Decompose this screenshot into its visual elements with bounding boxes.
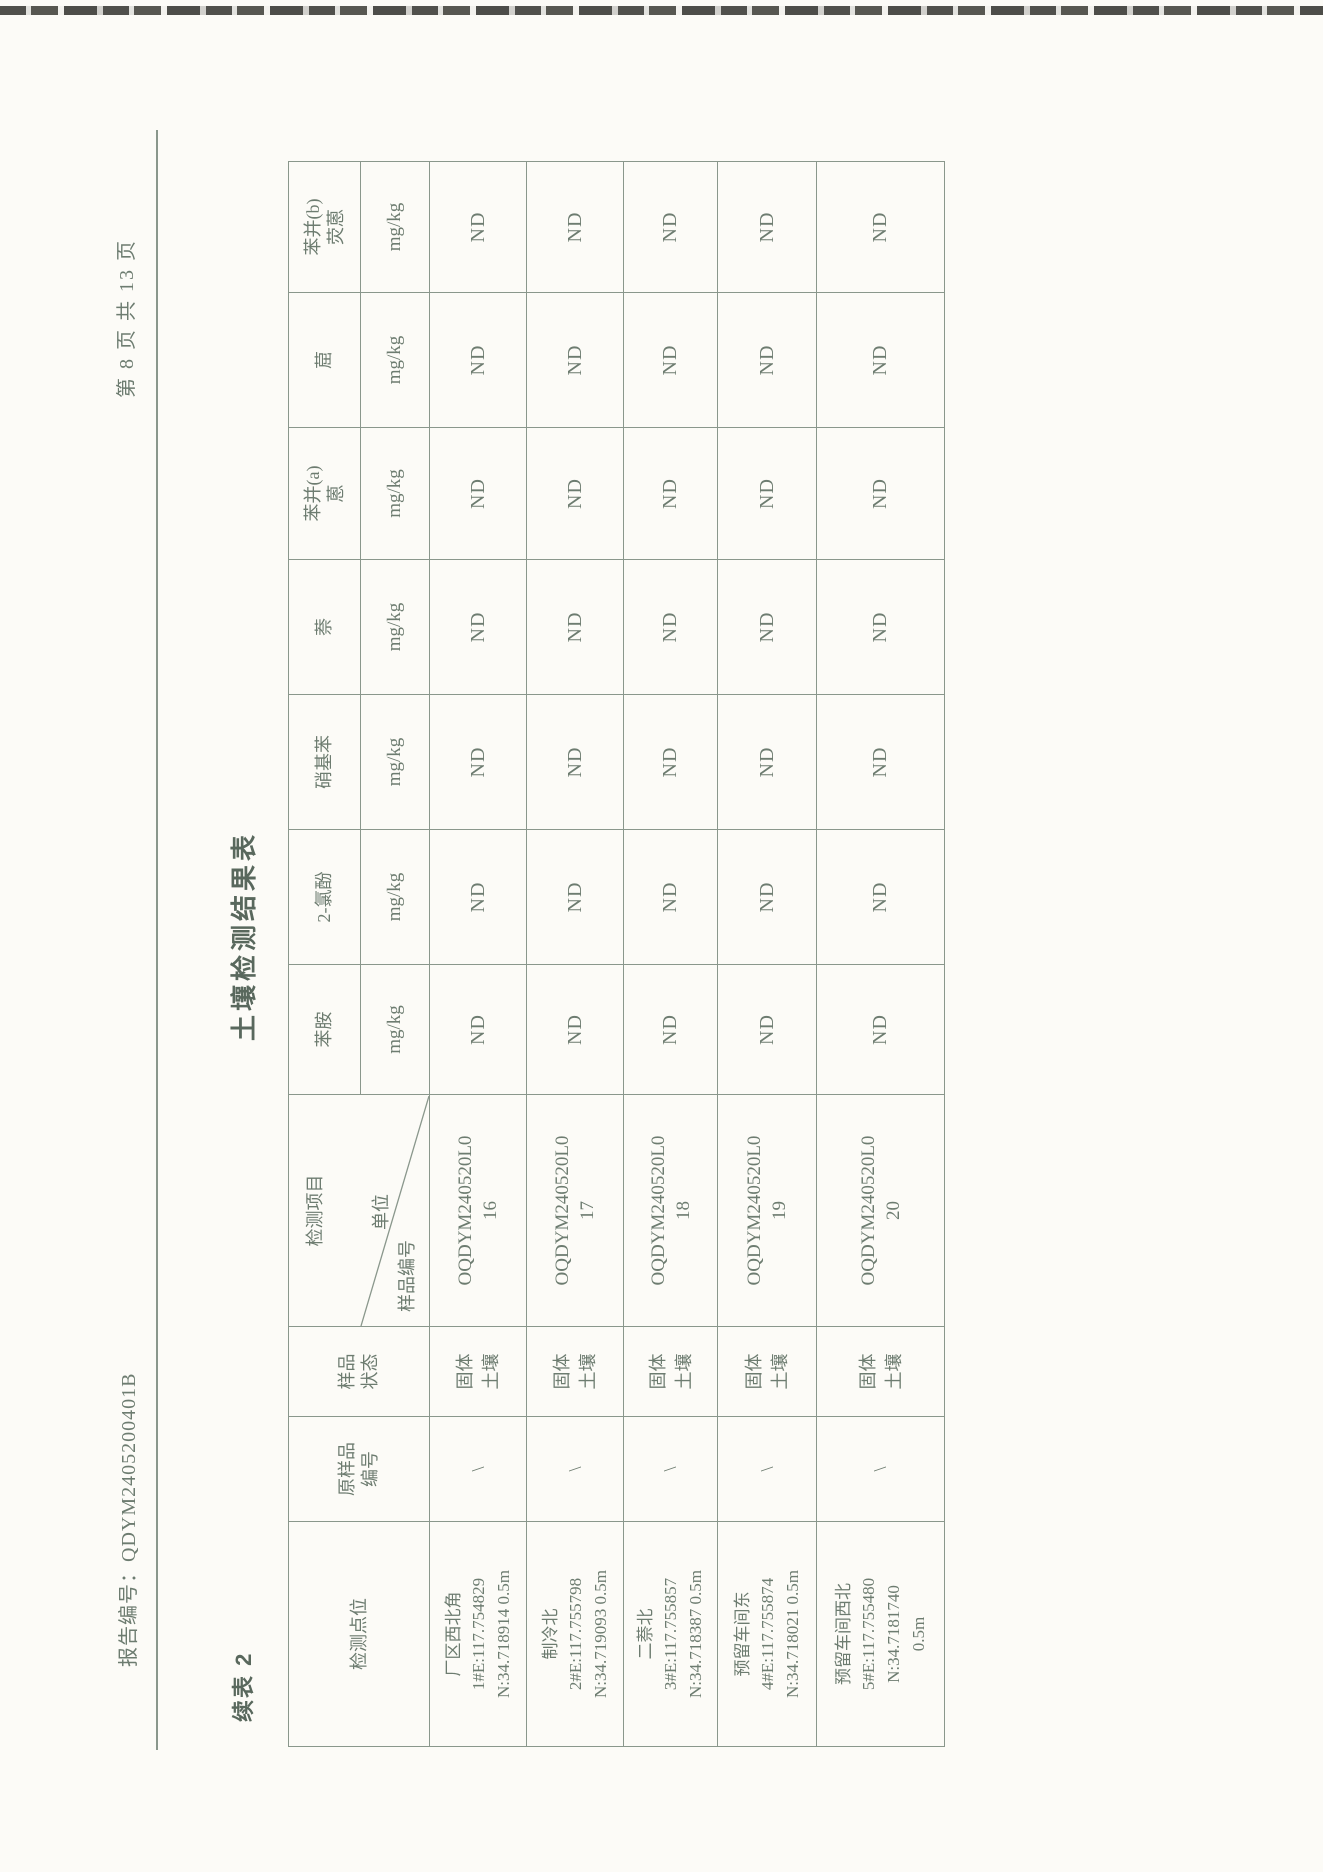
unit-cell: mg/kg — [360, 964, 430, 1095]
report-number: 报告编号：QDYM2405200401B — [118, 1372, 140, 1667]
result-cell: ND — [526, 694, 624, 830]
result-cell: ND — [717, 427, 817, 560]
result-cell: ND — [429, 694, 527, 830]
cell-state: 固体 土壤 — [717, 1326, 817, 1417]
cell-state: 固体 土壤 — [526, 1326, 624, 1417]
cell-location: 厂区西北角 1#E:117.754829 N:34.718914 0.5m — [429, 1521, 527, 1747]
unit-cell: mg/kg — [360, 161, 430, 293]
analyte-header-benzo-b-fluoranthene: 苯并(b) 荧蒽 — [288, 161, 361, 293]
result-cell: ND — [526, 427, 624, 560]
col-header-original-no: 原样品 编号 — [288, 1416, 430, 1522]
result-cell: ND — [717, 964, 817, 1095]
cell-state: 固体 土壤 — [623, 1326, 718, 1417]
result-cell: ND — [623, 161, 718, 293]
cell-original-no: \ — [429, 1416, 527, 1522]
unit-cell: mg/kg — [360, 694, 430, 830]
result-cell: ND — [526, 829, 624, 965]
cell-sample-id: OQDYM240520L0 16 — [429, 1094, 527, 1327]
cell-sample-id: OQDYM240520L0 20 — [816, 1094, 945, 1327]
cell-sample-id: OQDYM240520L0 17 — [526, 1094, 624, 1327]
result-cell: ND — [816, 964, 945, 1095]
table-row: 检测点位 原样品 编号 样品 状态 检测项目 单位 样品编号 — [288, 161, 430, 1747]
result-cell: ND — [623, 427, 718, 560]
result-cell: ND — [623, 292, 718, 428]
unit-cell: mg/kg — [360, 292, 430, 428]
sample-row-20: 预留车间西北 5#E:117.755480 N:34.7181740 0.5m … — [816, 161, 945, 1747]
soil-results-table: 检测点位 原样品 编号 样品 状态 检测项目 单位 样品编号 — [288, 161, 945, 1747]
result-cell: ND — [623, 559, 718, 695]
col-header-state: 样品 状态 — [288, 1326, 430, 1417]
result-cell: ND — [816, 427, 945, 560]
result-cell: ND — [717, 559, 817, 695]
cell-original-no: \ — [816, 1416, 945, 1522]
cell-state: 固体 土壤 — [429, 1326, 527, 1417]
result-cell: ND — [816, 161, 945, 293]
corner-sample-no-label: 样品编号 — [397, 1240, 417, 1312]
result-cell: ND — [623, 694, 718, 830]
result-cell: ND — [429, 559, 527, 695]
analyte-header-naphthalene: 萘 — [288, 559, 361, 695]
result-cell: ND — [623, 829, 718, 965]
result-cell: ND — [429, 829, 527, 965]
sample-row-16: 厂区西北角 1#E:117.754829 N:34.718914 0.5m \ … — [429, 161, 527, 1747]
diagonal-corner-cell: 检测项目 单位 样品编号 — [288, 1094, 430, 1327]
result-cell: ND — [816, 694, 945, 830]
result-cell: ND — [623, 964, 718, 1095]
scanner-noise-band — [0, 6, 1323, 15]
diagonal-line — [360, 1096, 430, 1326]
result-cell: ND — [816, 292, 945, 428]
sample-row-19: 预留车间东 4#E:117.755874 N:34.718021 0.5m \ … — [717, 161, 817, 1747]
sample-row-17: 制冷北 2#E:117.755798 N:34.719093 0.5m \ 固体… — [526, 161, 624, 1747]
col-header-location: 检测点位 — [288, 1521, 430, 1747]
cell-sample-id: OQDYM240520L0 18 — [623, 1094, 718, 1327]
analyte-header-benzo-a-anthracene: 苯并(a) 蒽 — [288, 427, 361, 560]
cell-sample-id: OQDYM240520L0 19 — [717, 1094, 817, 1327]
result-cell: ND — [717, 829, 817, 965]
cell-original-no: \ — [717, 1416, 817, 1522]
result-cell: ND — [717, 292, 817, 428]
unit-cell: mg/kg — [360, 559, 430, 695]
cell-location: 预留车间西北 5#E:117.755480 N:34.7181740 0.5m — [816, 1521, 945, 1747]
analyte-header-aniline: 苯胺 — [288, 964, 361, 1095]
result-cell: ND — [526, 559, 624, 695]
result-cell: ND — [816, 559, 945, 695]
page-number: 第 8 页 共 13 页 — [116, 239, 138, 398]
unit-cell: mg/kg — [360, 427, 430, 560]
cell-original-no: \ — [526, 1416, 624, 1522]
corner-unit-label: 单位 — [371, 1194, 391, 1230]
analyte-header-2-chlorophenol: 2-氯酚 — [288, 829, 361, 965]
header-rule — [156, 130, 158, 1750]
page-title: 土壤检测结果表 — [229, 831, 259, 1042]
analyte-header-chrysene: 䓛 — [288, 292, 361, 428]
result-cell: ND — [429, 427, 527, 560]
result-cell: ND — [429, 161, 527, 293]
result-cell: ND — [526, 964, 624, 1095]
cell-location: 制冷北 2#E:117.755798 N:34.719093 0.5m — [526, 1521, 624, 1747]
result-cell: ND — [526, 292, 624, 428]
cell-state: 固体 土壤 — [816, 1326, 945, 1417]
result-cell: ND — [429, 292, 527, 428]
result-cell: ND — [526, 161, 624, 293]
result-cell: ND — [816, 829, 945, 965]
cell-location: 二萘北 3#E:117.755857 N:34.718387 0.5m — [623, 1521, 718, 1747]
sample-row-18: 二萘北 3#E:117.755857 N:34.718387 0.5m \ 固体… — [623, 161, 718, 1747]
result-cell: ND — [429, 964, 527, 1095]
unit-cell: mg/kg — [360, 829, 430, 965]
result-cell: ND — [717, 694, 817, 830]
result-cell: ND — [717, 161, 817, 293]
cell-location: 预留车间东 4#E:117.755874 N:34.718021 0.5m — [717, 1521, 817, 1747]
cell-original-no: \ — [623, 1416, 718, 1522]
analyte-header-nitrobenzene: 硝基苯 — [288, 694, 361, 830]
corner-item-label: 检测项目 — [305, 1174, 325, 1247]
